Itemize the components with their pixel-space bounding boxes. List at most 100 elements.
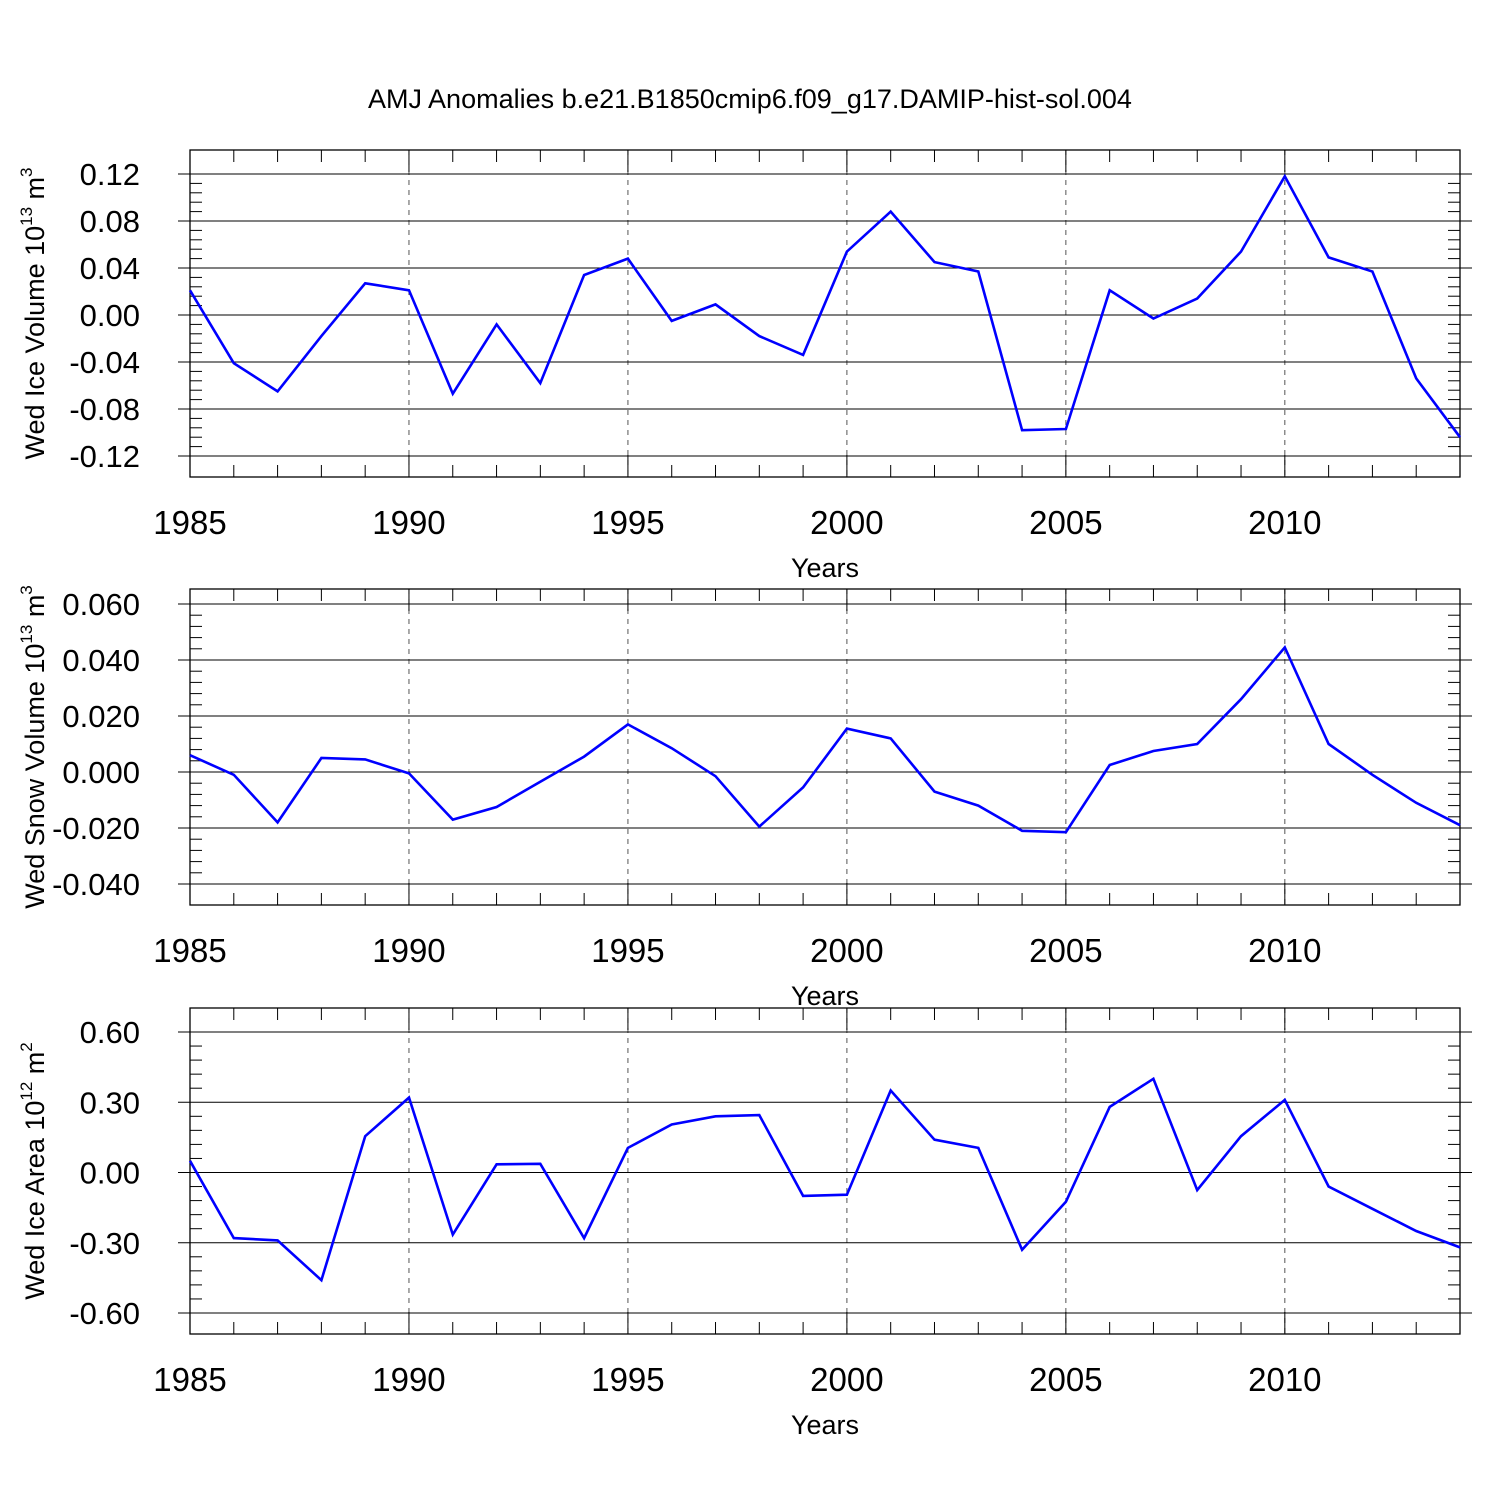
y-tick-label: -0.040 xyxy=(52,867,140,902)
x-tick-label: 1990 xyxy=(372,504,445,541)
y-tick-label: 0.30 xyxy=(80,1085,140,1120)
data-point xyxy=(539,382,542,385)
data-point xyxy=(189,1159,192,1162)
data-point xyxy=(845,250,848,253)
data-point xyxy=(670,747,673,750)
data-point xyxy=(1152,750,1155,753)
y-tick-label: 0.60 xyxy=(80,1015,140,1050)
y-tick-label: -0.30 xyxy=(69,1226,140,1261)
data-point xyxy=(1064,831,1067,834)
data-point xyxy=(276,390,279,393)
data-point xyxy=(1283,646,1286,649)
data-point xyxy=(276,821,279,824)
x-tick-label: 1985 xyxy=(153,932,226,969)
data-point xyxy=(758,825,761,828)
data-point xyxy=(1283,1098,1286,1101)
x-tick-label: 1985 xyxy=(153,1361,226,1398)
data-point xyxy=(1415,1230,1418,1233)
plot-frame xyxy=(189,149,1461,478)
data-point xyxy=(889,737,892,740)
y-tick-label: 0.040 xyxy=(62,643,140,678)
data-point xyxy=(802,353,805,356)
x-axis-title: Years xyxy=(791,981,859,1011)
y-tick-label: -0.12 xyxy=(69,439,140,474)
y-axis-title: Wed Snow Volume 1013 m3 xyxy=(17,585,50,909)
chart-panel-2: 0.060 0.040 0.020 0.000 -0.020 -0.040 1985 1990… xyxy=(17,585,1472,1011)
data-point xyxy=(802,1194,805,1197)
x-tick-label: 1995 xyxy=(591,932,664,969)
data-point xyxy=(451,392,454,395)
data-point xyxy=(276,1239,279,1242)
data-point xyxy=(1327,256,1330,259)
data-point xyxy=(539,780,542,783)
plot-frame xyxy=(189,1007,1461,1335)
x-tick-label: 2010 xyxy=(1248,504,1321,541)
data-point xyxy=(845,1193,848,1196)
data-point xyxy=(1196,1189,1199,1192)
data-point xyxy=(758,335,761,338)
data-point xyxy=(626,723,629,726)
x-tick-label: 2000 xyxy=(810,932,883,969)
data-point xyxy=(1240,1135,1243,1138)
data-point xyxy=(670,319,673,322)
data-point xyxy=(1371,270,1374,273)
data-point xyxy=(495,323,498,326)
data-point xyxy=(802,786,805,789)
y-tick-label: 0.020 xyxy=(62,699,140,734)
data-point xyxy=(1064,427,1067,430)
data-point xyxy=(1327,1185,1330,1188)
data-point xyxy=(539,1162,542,1165)
data-point xyxy=(977,270,980,273)
data-point xyxy=(1327,743,1330,746)
y-tick-label: 0.000 xyxy=(62,755,140,790)
data-point xyxy=(1459,1246,1462,1249)
x-tick-label: 2000 xyxy=(810,504,883,541)
y-tick-label: 0.04 xyxy=(80,251,140,286)
y-tick-label: -0.04 xyxy=(69,345,140,380)
series-line xyxy=(188,1076,1461,1283)
data-point xyxy=(1240,698,1243,701)
data-point xyxy=(1108,764,1111,767)
y-tick-label: 0.060 xyxy=(62,587,140,622)
x-tick-label: 1995 xyxy=(591,1361,664,1398)
y-axis-title: Wed Ice Volume 1013 m3 xyxy=(17,167,50,459)
data-point xyxy=(889,210,892,213)
data-point xyxy=(451,818,454,821)
x-tick-label: 1990 xyxy=(372,1361,445,1398)
data-point xyxy=(495,1163,498,1166)
x-tick-label: 2010 xyxy=(1248,1361,1321,1398)
data-point xyxy=(189,754,192,757)
data-point xyxy=(189,289,192,292)
data-point xyxy=(845,727,848,730)
data-point xyxy=(933,261,936,264)
data-point xyxy=(1371,773,1374,776)
data-point xyxy=(407,289,410,292)
data-point xyxy=(889,1089,892,1092)
x-axis-title: Years xyxy=(791,1410,859,1440)
data-point xyxy=(495,806,498,809)
y-tick-label: -0.020 xyxy=(52,811,140,846)
data-point xyxy=(1459,436,1462,439)
x-tick-label: 2010 xyxy=(1248,932,1321,969)
data-point xyxy=(583,274,586,277)
data-point xyxy=(1196,297,1199,300)
x-tick-label: 2005 xyxy=(1029,504,1102,541)
data-point xyxy=(232,362,235,365)
data-point xyxy=(1459,824,1462,827)
data-point xyxy=(933,1138,936,1141)
x-axis-title: Years xyxy=(791,553,859,583)
x-tick-label: 1995 xyxy=(591,504,664,541)
y-tick-label: 0.12 xyxy=(80,157,140,192)
series-line xyxy=(189,644,1461,834)
data-point xyxy=(407,1096,410,1099)
y-tick-label: 0.08 xyxy=(80,204,140,239)
data-point xyxy=(364,1135,367,1138)
data-point xyxy=(626,1146,629,1149)
x-tick-label: 2005 xyxy=(1029,932,1102,969)
y-tick-label: 0.00 xyxy=(80,298,140,333)
data-point xyxy=(232,1237,235,1240)
data-point xyxy=(1152,1077,1155,1080)
data-point xyxy=(232,773,235,776)
data-point xyxy=(626,257,629,260)
